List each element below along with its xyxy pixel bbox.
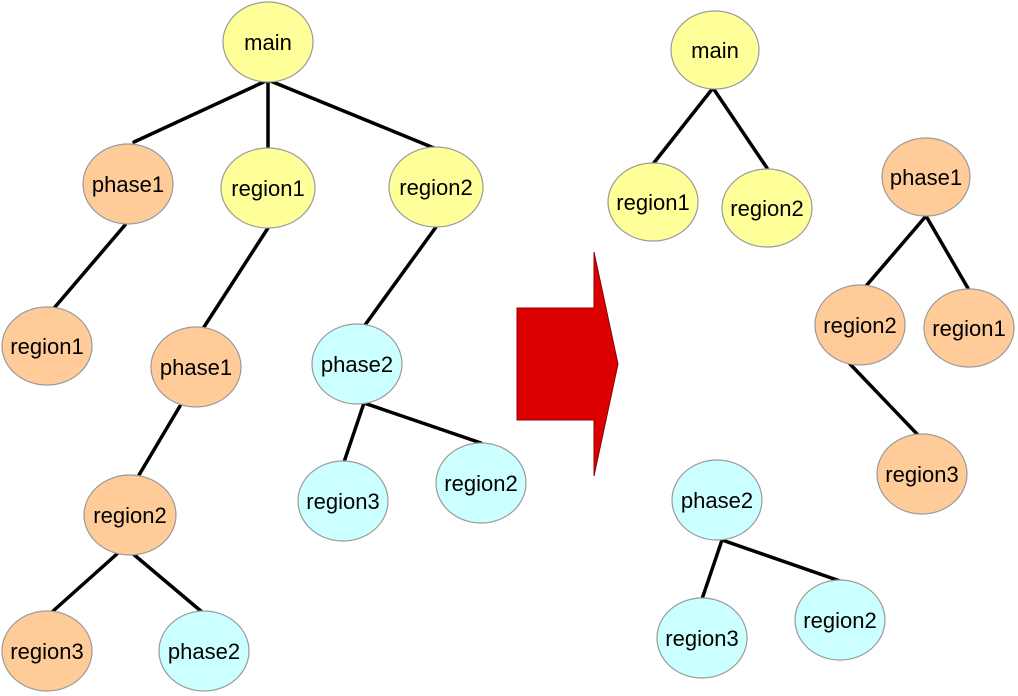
edge-l_region1_phase1-to-l_region1_phase1_region2 [137,404,182,477]
node-shape-l_region2_phase2_region3 [297,460,389,542]
edge-l_main-to-l_region2 [266,78,436,150]
node-shape-r_phase1_region2_region3 [876,433,968,515]
node-label-r_region1: region1 [616,190,689,215]
node-shape-l_region1 [220,147,316,229]
node-shape-l_region2_phase2 [311,323,403,405]
edge-l_phase1-to-l_phase1_region1 [53,223,127,309]
node-shape-l_phase1_region1 [1,306,93,386]
node-shape-l_region1_phase1_region2_region3 [1,610,93,692]
node-label-l_region1_phase1_region2_region3: region3 [10,639,83,664]
node-l_phase1_region1: region1 [1,306,93,386]
node-shape-r_main [670,10,760,90]
node-l_main: main [222,1,314,83]
node-label-l_region1_phase1: phase1 [160,355,232,380]
node-label-l_region1: region1 [231,176,304,201]
edge-l_region1-to-l_region1_phase1 [202,226,270,329]
node-label-r_region2: region2 [730,196,803,221]
edge-r_phase1-to-r_phase1_region2 [864,214,928,288]
node-r_phase1_region2: region2 [814,284,906,366]
node-l_region1: region1 [220,147,316,229]
node-label-l_region2_phase2: phase2 [321,352,393,377]
node-label-r_phase2_region3: region3 [665,626,738,651]
node-l_region2_phase2_region3: region3 [297,460,389,542]
node-r_phase1: phase1 [881,137,971,217]
node-shape-r_phase1_region2 [814,284,906,366]
node-shape-l_region1_phase1_region2 [83,474,177,556]
node-r_phase2_region3: region3 [656,597,748,679]
node-label-r_phase1_region1: region1 [932,316,1005,341]
node-label-l_phase1_region1: region1 [10,334,83,359]
node-r_phase2: phase2 [671,459,763,541]
edge-l_region1_phase1_region2-to-l_region1_phase1_region2_region3 [50,551,120,614]
node-l_region1_phase1_region2_phase2: phase2 [158,610,250,692]
node-l_region1_phase1_region2_region3: region3 [1,610,93,692]
node-shape-r_phase2 [671,459,763,541]
node-label-l_region2_phase2_region2: region2 [444,471,517,496]
node-label-r_phase1_region2_region3: region3 [885,462,958,487]
node-l_region2: region2 [388,146,484,228]
node-label-r_phase2: phase2 [681,488,753,513]
edge-l_region2_phase2-to-l_region2_phase2_region2 [362,401,483,445]
edge-r_phase2-to-r_phase2_region3 [700,538,724,601]
transform-arrow-icon [516,251,619,477]
edge-l_region2-to-l_region2_phase2 [363,225,438,327]
node-shape-l_region1_phase1 [150,326,242,408]
node-r_phase1_region1: region1 [923,288,1015,368]
node-l_region2_phase2: phase2 [311,323,403,405]
node-label-r_phase1_region2: region2 [823,313,896,338]
node-label-l_region1_phase1_region2_phase2: phase2 [168,639,240,664]
edges-layer [50,78,971,614]
edge-l_region2_phase2-to-l_region2_phase2_region3 [342,401,366,464]
node-shape-l_phase1 [82,143,174,225]
node-shape-l_main [222,1,314,83]
node-l_region1_phase1: phase1 [150,326,242,408]
node-l_region1_phase1_region2: region2 [83,474,177,556]
edge-r_main-to-r_region1 [651,86,715,166]
node-r_region1: region1 [607,162,699,242]
node-label-l_region1_phase1_region2: region2 [93,503,166,528]
node-shape-r_region2 [721,168,813,248]
node-label-r_main: main [691,38,739,63]
node-shape-l_region1_phase1_region2_phase2 [158,610,250,692]
node-label-l_region2_phase2_region3: region3 [306,489,379,514]
edge-r_phase1_region2-to-r_phase1_region2_region3 [848,362,920,437]
node-r_region2: region2 [721,168,813,248]
edge-l_main-to-l_phase1 [132,78,270,144]
node-shape-r_phase1 [881,137,971,217]
node-l_phase1: phase1 [82,143,174,225]
edge-l_region1_phase1_region2-to-l_region1_phase1_region2_phase2 [130,551,204,614]
node-label-r_phase2_region2: region2 [803,608,876,633]
node-shape-r_phase2_region2 [794,579,886,661]
node-l_region2_phase2_region2: region2 [435,442,527,524]
node-shape-l_region2_phase2_region2 [435,442,527,524]
node-label-l_region2: region2 [399,175,472,200]
edge-r_main-to-r_region2 [711,86,769,170]
node-label-r_phase1: phase1 [890,165,962,190]
node-r_main: main [670,10,760,90]
node-r_phase1_region2_region3: region3 [876,433,968,515]
node-shape-r_phase1_region1 [923,288,1015,368]
edge-r_phase1-to-r_phase1_region1 [924,214,971,292]
node-r_phase2_region2: region2 [794,579,886,661]
edge-r_phase2-to-r_phase2_region2 [720,538,842,583]
node-shape-r_phase2_region3 [656,597,748,679]
node-shape-r_region1 [607,162,699,242]
node-label-l_main: main [244,30,292,55]
node-shape-l_region2 [388,146,484,228]
node-label-l_phase1: phase1 [92,172,164,197]
